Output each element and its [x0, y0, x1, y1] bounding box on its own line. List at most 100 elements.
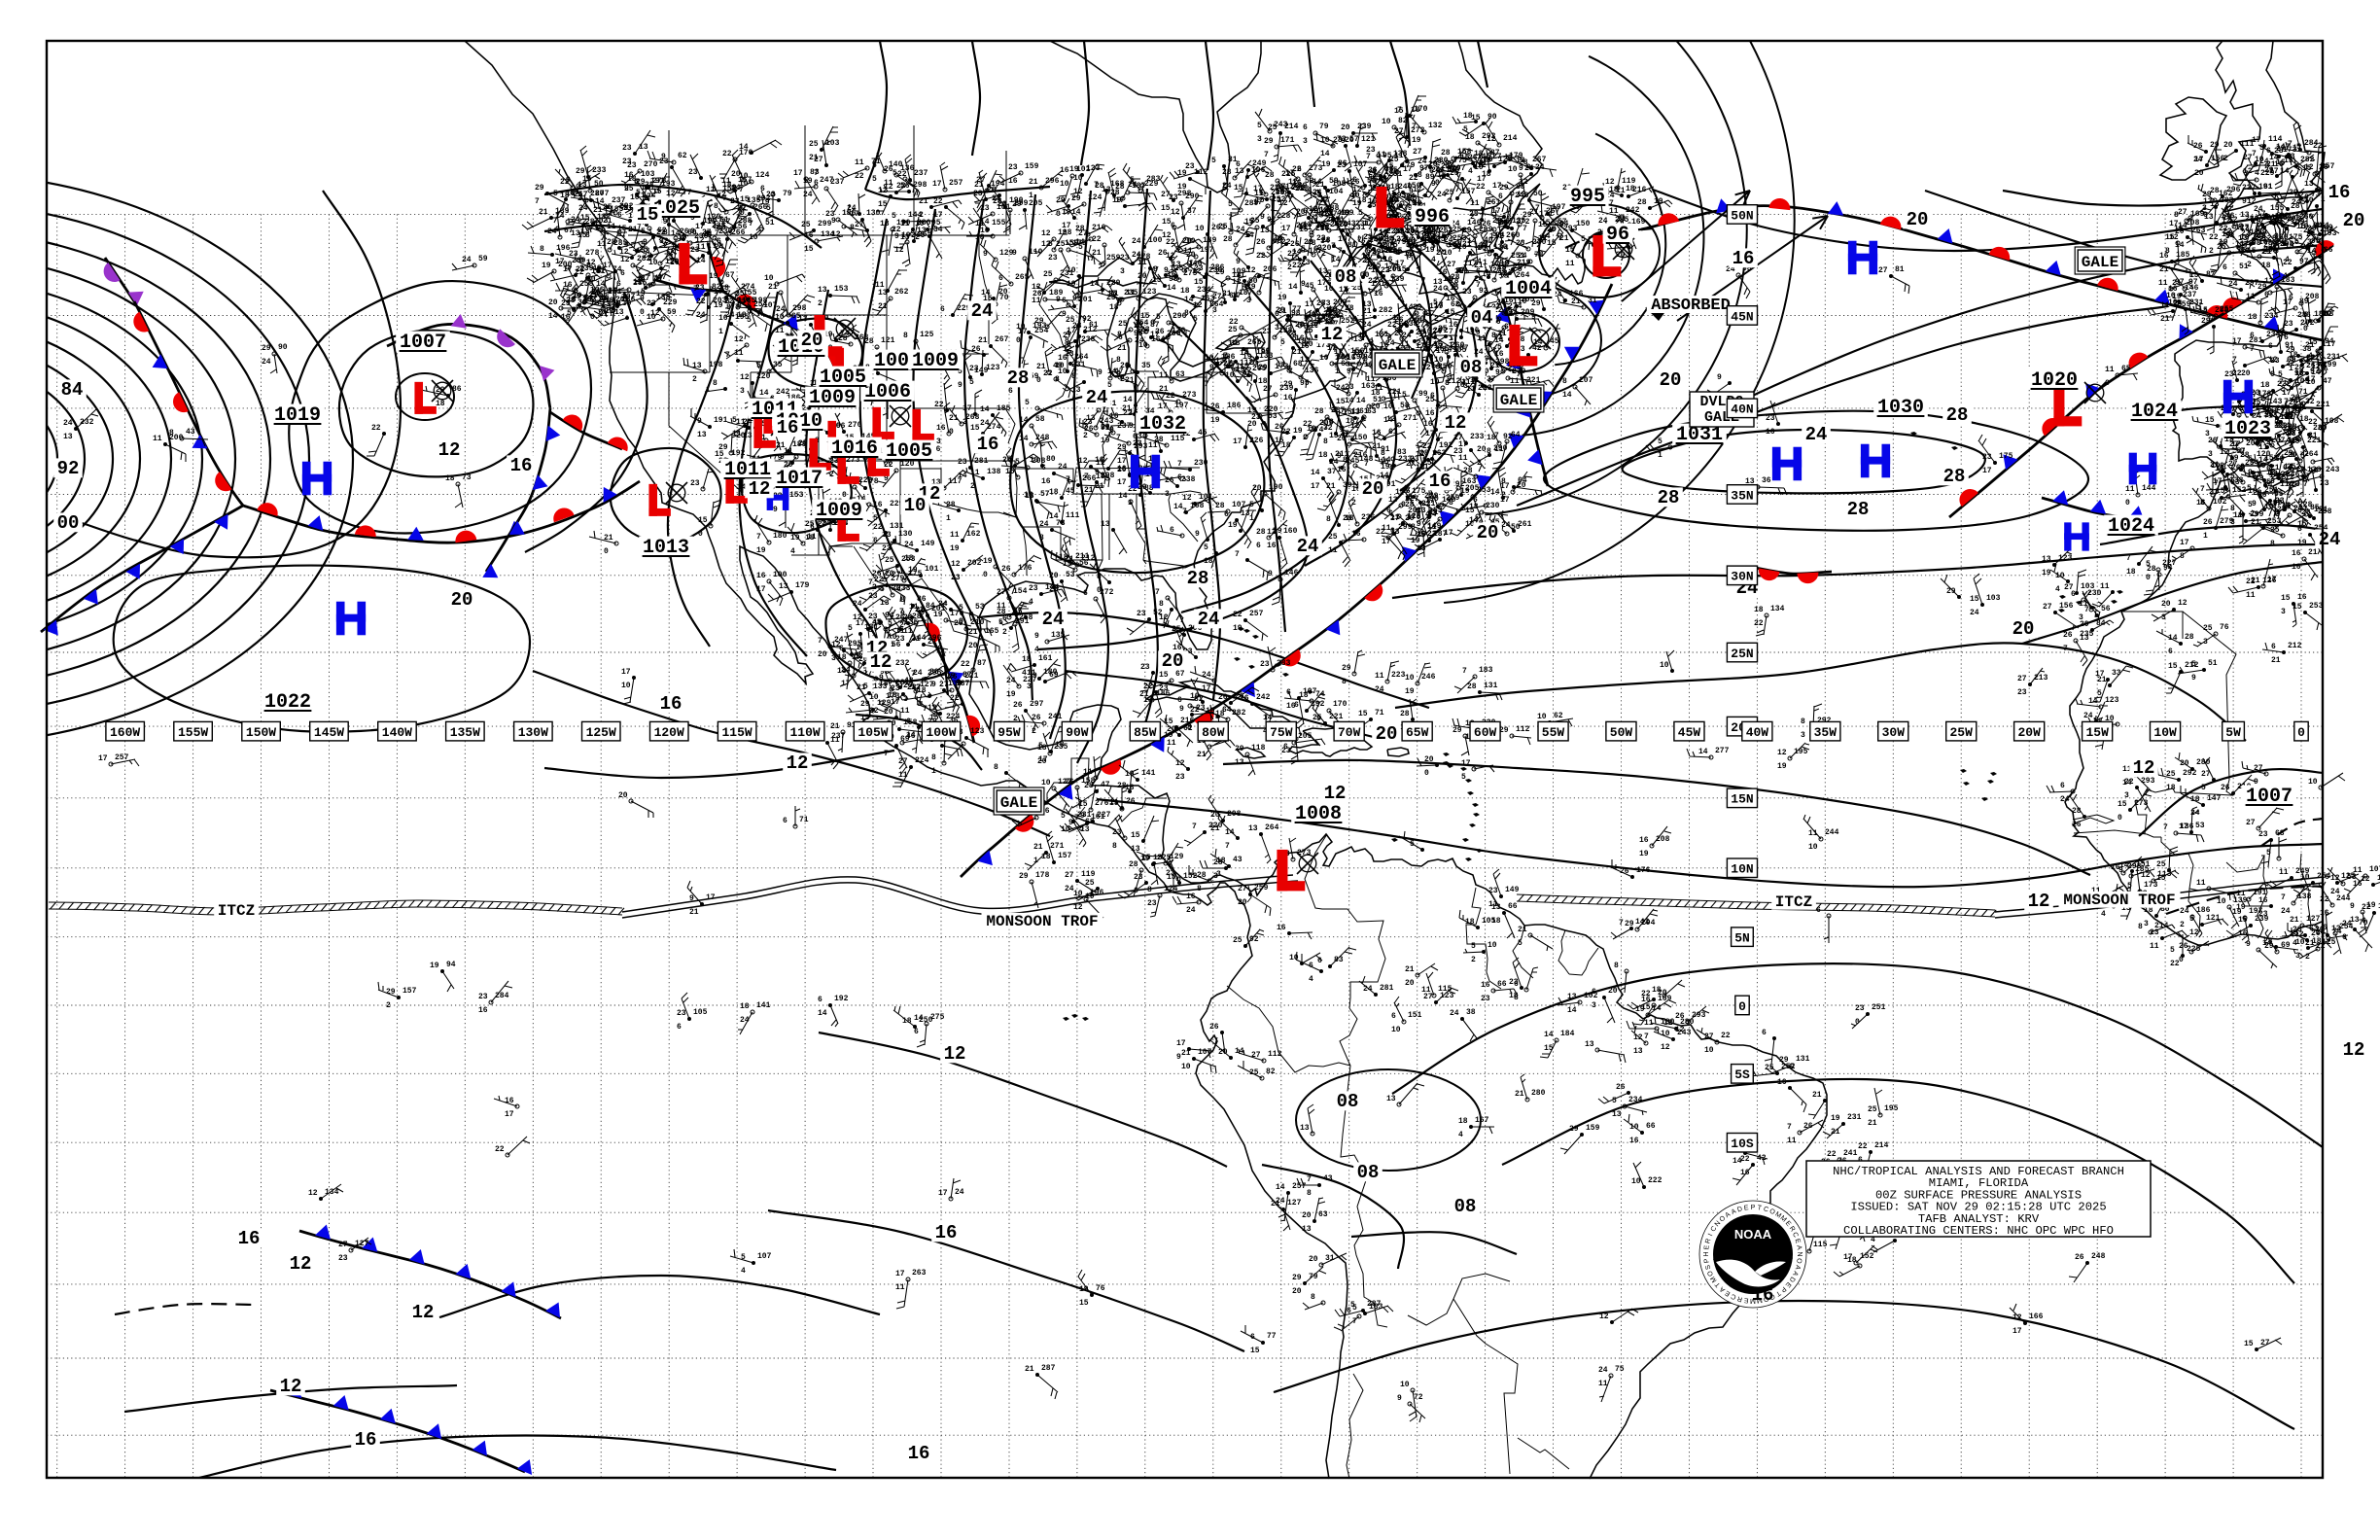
svg-text:24: 24 — [1970, 609, 1979, 617]
svg-text:20: 20 — [2161, 600, 2171, 609]
svg-text:61: 61 — [2263, 183, 2273, 192]
svg-text:22: 22 — [1229, 318, 1239, 327]
svg-text:288: 288 — [738, 217, 752, 226]
svg-text:257: 257 — [115, 753, 129, 762]
svg-text:179: 179 — [795, 581, 810, 590]
svg-text:162: 162 — [966, 530, 981, 539]
svg-text:79: 79 — [1319, 122, 1329, 131]
svg-text:5: 5 — [2259, 144, 2264, 153]
svg-text:16: 16 — [1629, 1137, 1639, 1145]
svg-text:6: 6 — [1118, 333, 1123, 342]
svg-text:147: 147 — [2276, 143, 2291, 152]
svg-text:5: 5 — [1518, 939, 1522, 948]
svg-text:7: 7 — [1787, 1123, 1792, 1132]
svg-text:5: 5 — [1581, 235, 1586, 244]
svg-text:26: 26 — [2208, 437, 2218, 445]
svg-text:23: 23 — [338, 1254, 348, 1263]
svg-text:25: 25 — [805, 520, 815, 529]
svg-text:18: 18 — [1345, 514, 1354, 523]
svg-text:275: 275 — [930, 1013, 945, 1022]
svg-text:95: 95 — [1382, 152, 1392, 160]
svg-text:89: 89 — [2299, 298, 2309, 306]
svg-text:16: 16 — [1117, 465, 1127, 473]
svg-text:5: 5 — [1204, 543, 1208, 552]
svg-text:13: 13 — [1024, 491, 1033, 500]
svg-text:5: 5 — [1471, 942, 1476, 951]
svg-text:15: 15 — [2118, 800, 2127, 809]
svg-text:26: 26 — [1126, 797, 1136, 806]
svg-text:14: 14 — [857, 495, 866, 504]
svg-text:230: 230 — [1486, 502, 1500, 510]
svg-text:17: 17 — [1115, 196, 1125, 205]
svg-text:12: 12 — [2361, 875, 2370, 884]
svg-text:17: 17 — [938, 1189, 948, 1198]
svg-text:18: 18 — [445, 474, 455, 483]
svg-text:19: 19 — [823, 331, 833, 339]
svg-text:47: 47 — [2323, 377, 2332, 386]
svg-text:18: 18 — [1318, 451, 1328, 460]
svg-text:106: 106 — [1251, 166, 1266, 175]
svg-text:208: 208 — [1656, 835, 1670, 844]
svg-text:198: 198 — [1058, 228, 1072, 237]
svg-text:10: 10 — [739, 172, 749, 181]
svg-text:12: 12 — [1193, 301, 1203, 310]
svg-text:264: 264 — [1265, 823, 1279, 832]
svg-text:11: 11 — [1394, 152, 1404, 160]
svg-text:6: 6 — [760, 185, 765, 193]
svg-text:26: 26 — [2221, 784, 2230, 792]
svg-text:5: 5 — [605, 294, 610, 302]
svg-text:13: 13 — [2240, 225, 2250, 233]
svg-text:23: 23 — [1083, 418, 1093, 427]
svg-text:17: 17 — [2232, 337, 2242, 346]
svg-text:4: 4 — [790, 547, 795, 556]
svg-text:8: 8 — [1311, 1293, 1315, 1302]
svg-text:8: 8 — [2165, 247, 2170, 256]
svg-text:220: 220 — [1317, 244, 1332, 253]
svg-text:26: 26 — [1320, 210, 1330, 219]
svg-text:136: 136 — [2180, 822, 2194, 831]
svg-text:21: 21 — [1490, 362, 1500, 370]
svg-text:24: 24 — [1518, 252, 1527, 261]
svg-text:3: 3 — [936, 438, 941, 446]
svg-text:9: 9 — [661, 153, 666, 161]
svg-text:12: 12 — [695, 236, 705, 245]
svg-text:214: 214 — [1503, 134, 1518, 143]
svg-text:83: 83 — [810, 168, 820, 177]
svg-text:124: 124 — [1164, 885, 1178, 893]
svg-text:24: 24 — [1435, 165, 1445, 174]
svg-text:5: 5 — [641, 241, 646, 250]
svg-text:25: 25 — [885, 556, 894, 565]
svg-text:23: 23 — [1147, 899, 1157, 908]
svg-text:15: 15 — [1336, 398, 1346, 406]
svg-text:17: 17 — [706, 893, 716, 902]
svg-text:230: 230 — [1532, 238, 1547, 247]
svg-text:117: 117 — [948, 477, 962, 486]
svg-text:22: 22 — [1827, 1150, 1837, 1159]
svg-text:12: 12 — [1300, 356, 1310, 365]
svg-text:23: 23 — [1345, 383, 1354, 392]
svg-text:11: 11 — [898, 771, 908, 780]
svg-text:272: 272 — [1100, 588, 1114, 597]
svg-text:11: 11 — [1644, 1019, 1654, 1028]
svg-text:230: 230 — [694, 232, 709, 241]
svg-text:26: 26 — [670, 259, 680, 267]
svg-text:18: 18 — [560, 192, 570, 200]
svg-text:10: 10 — [1058, 368, 1068, 376]
svg-text:21: 21 — [1159, 385, 1169, 394]
svg-text:26: 26 — [2179, 942, 2188, 951]
svg-text:233: 233 — [1470, 433, 1485, 441]
svg-text:207: 207 — [1579, 376, 1593, 385]
svg-text:8: 8 — [931, 753, 936, 762]
svg-text:292: 292 — [2183, 769, 2197, 778]
svg-text:121: 121 — [1361, 135, 1376, 144]
svg-text:184: 184 — [1560, 1030, 1575, 1038]
svg-text:13: 13 — [1353, 335, 1363, 344]
svg-text:28: 28 — [864, 337, 874, 346]
svg-text:23: 23 — [690, 246, 700, 255]
svg-text:142: 142 — [1333, 220, 1348, 228]
svg-text:7: 7 — [1090, 255, 1095, 263]
svg-text:17: 17 — [1492, 182, 1502, 191]
svg-text:21: 21 — [1065, 555, 1074, 564]
svg-text:23: 23 — [1029, 584, 1038, 593]
svg-text:283: 283 — [1277, 659, 1291, 668]
